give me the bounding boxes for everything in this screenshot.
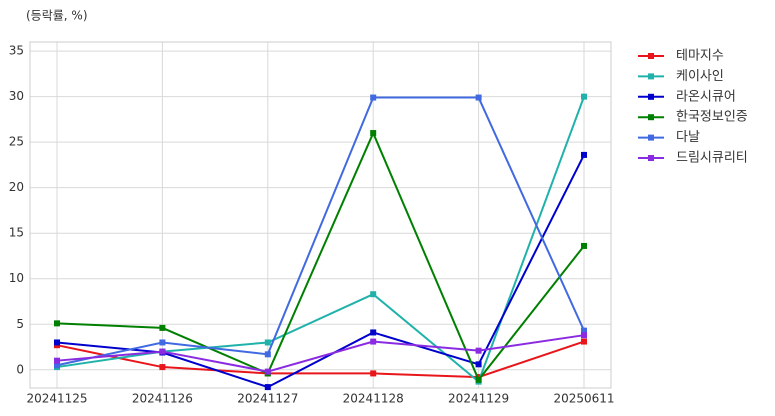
- legend-marker: [648, 53, 654, 59]
- point-marker: [475, 94, 482, 101]
- y-tick-label: 10: [9, 271, 24, 285]
- point-marker: [370, 130, 377, 137]
- x-tick-label: 20250611: [553, 392, 614, 406]
- point-marker: [54, 362, 60, 369]
- legend-marker: [648, 93, 654, 100]
- y-tick-label: 35: [9, 44, 24, 58]
- point-marker: [54, 320, 60, 327]
- legend-label: 드림시큐리티: [676, 151, 748, 166]
- legend-marker: [648, 73, 654, 80]
- point-marker: [54, 357, 60, 364]
- legend-label: 다날: [676, 130, 700, 145]
- point-marker: [370, 338, 377, 345]
- point-marker: [581, 242, 587, 249]
- y-tick-label: 0: [16, 362, 24, 376]
- legend-label: 라온시큐어: [676, 89, 736, 104]
- x-tick-label: 20241125: [26, 392, 87, 406]
- point-marker: [370, 94, 377, 101]
- y-tick-label: 15: [9, 226, 24, 240]
- point-marker: [581, 327, 587, 334]
- y-tick-label: 25: [9, 135, 24, 149]
- point-marker: [475, 361, 482, 368]
- y-tick-label: 30: [9, 89, 24, 103]
- legend-marker: [648, 155, 654, 161]
- point-marker: [370, 329, 377, 336]
- point-marker: [475, 347, 482, 354]
- point-marker: [475, 376, 482, 383]
- x-tick-label: 20241128: [343, 392, 404, 406]
- point-marker: [370, 291, 377, 298]
- point-marker: [159, 339, 166, 346]
- y-tick-label: 20: [9, 180, 24, 194]
- series-line: [56, 96, 585, 367]
- point-marker: [264, 351, 271, 358]
- point-marker: [581, 332, 587, 339]
- legend-label: 케이사인: [676, 69, 724, 84]
- point-marker: [264, 368, 271, 375]
- point-marker: [370, 370, 377, 377]
- legend-label: 테마지수: [676, 49, 724, 64]
- point-marker: [581, 93, 587, 100]
- point-marker: [264, 384, 271, 391]
- point-marker: [581, 151, 587, 158]
- plot-frame: [29, 41, 612, 389]
- x-tick-label: 20241129: [448, 392, 509, 406]
- x-tick-label: 20241127: [237, 392, 298, 406]
- legend-marker: [648, 114, 654, 121]
- series-line: [56, 154, 585, 389]
- y-axis-label: (등락률, %): [26, 9, 88, 23]
- x-tick-label: 20241126: [132, 392, 193, 406]
- point-marker: [159, 364, 166, 371]
- point-marker: [159, 348, 166, 355]
- point-marker: [264, 339, 271, 346]
- y-tick-label: 5: [16, 317, 24, 331]
- point-marker: [581, 338, 587, 345]
- series-line: [56, 340, 585, 379]
- legend-label: 한국정보인증: [676, 110, 748, 125]
- legend-marker: [648, 134, 654, 141]
- point-marker: [54, 339, 60, 346]
- series-line: [56, 96, 585, 384]
- point-marker: [159, 324, 166, 331]
- series-line: [56, 334, 585, 373]
- series-line: [56, 130, 585, 382]
